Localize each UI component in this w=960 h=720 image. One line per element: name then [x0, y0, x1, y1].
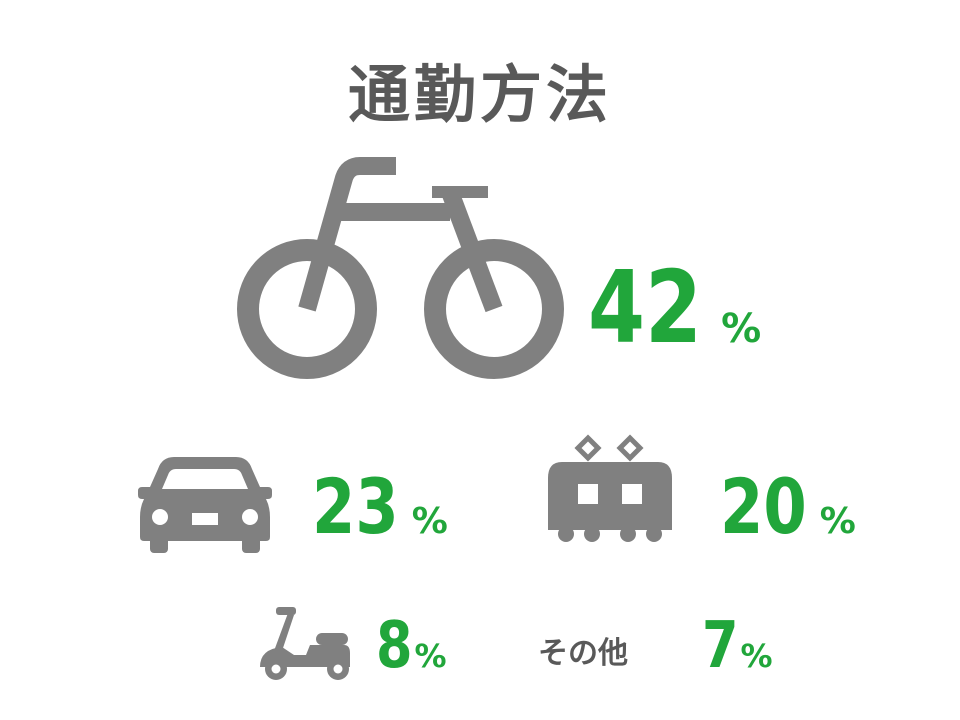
- car-icon: [138, 457, 272, 553]
- scooter-icon: [260, 607, 350, 680]
- train-unit: %: [819, 501, 856, 542]
- value-label-train: 20%: [720, 469, 856, 545]
- other-unit: %: [740, 637, 773, 675]
- train-icon: [548, 434, 672, 542]
- value-label-other: 7%: [702, 614, 773, 678]
- value-label-scooter: 8%: [376, 614, 447, 678]
- bicycle-value: 42: [588, 249, 703, 366]
- scooter-value: 8: [376, 609, 413, 683]
- other-label: その他: [538, 636, 628, 671]
- value-label-car: 23%: [312, 469, 448, 545]
- car-unit: %: [411, 501, 448, 542]
- other-value: 7: [702, 609, 739, 683]
- bicycle-unit: %: [721, 306, 762, 352]
- value-label-bicycle: 42%: [588, 258, 761, 358]
- bicycle-icon: [237, 157, 564, 379]
- scooter-unit: %: [414, 637, 447, 675]
- car-value: 23: [312, 462, 399, 551]
- train-value: 20: [720, 462, 807, 551]
- chart-title: 通勤方法: [347, 58, 612, 131]
